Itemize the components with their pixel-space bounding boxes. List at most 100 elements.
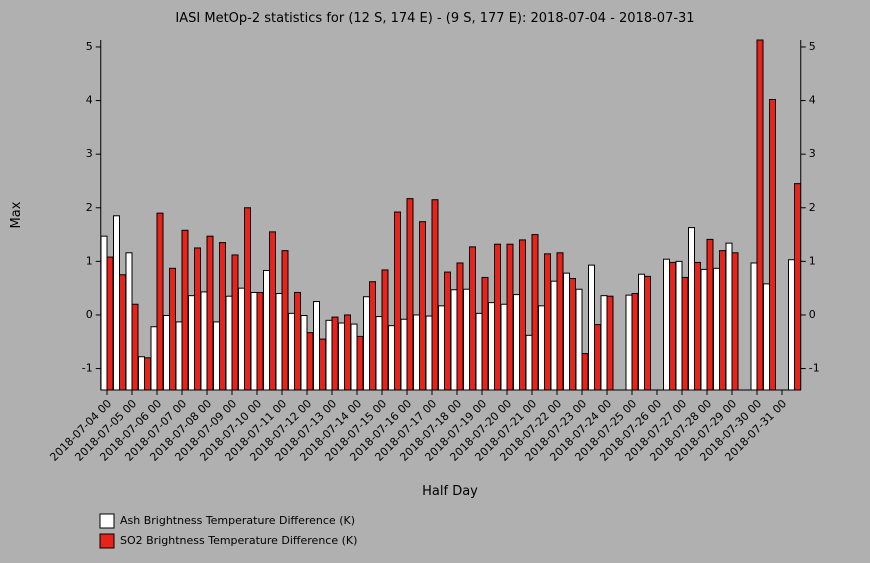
bar: [550, 280, 558, 391]
bar: [594, 324, 601, 391]
bar: [163, 314, 170, 391]
y2-tick-label: 3: [809, 147, 816, 160]
bar: [319, 338, 326, 391]
bar: [719, 250, 726, 391]
bar: [638, 273, 645, 391]
bar: [231, 254, 239, 391]
bar: [563, 272, 570, 391]
bar: [644, 275, 651, 391]
bar: [106, 256, 114, 391]
bar: [275, 293, 283, 391]
y-tick-label: 4: [86, 94, 93, 107]
legend-label: Ash Brightness Temperature Difference (K…: [120, 514, 355, 527]
bar: [100, 235, 108, 391]
bar: [169, 267, 176, 391]
bar: [313, 301, 320, 391]
bar: [706, 238, 714, 391]
bar: [338, 322, 345, 391]
y-tick-label: 2: [86, 201, 93, 214]
bar: [763, 283, 770, 391]
bar: [363, 296, 370, 391]
y2-tick-label: 1: [809, 254, 816, 267]
chart-title: IASI MetOp-2 statistics for (12 S, 174 E…: [175, 11, 694, 26]
bar: [788, 259, 795, 391]
bar: [369, 281, 376, 391]
bar: [500, 303, 508, 391]
bar: [450, 289, 458, 391]
bar: [531, 234, 539, 391]
bar: [344, 314, 351, 391]
bar: [244, 207, 251, 391]
bar: [469, 246, 476, 391]
y-axis-label: Max: [9, 201, 24, 228]
y2-tick-label: 5: [809, 40, 816, 53]
bar: [138, 356, 145, 391]
x-axis-label: Half Day: [422, 484, 478, 499]
bar: [675, 260, 683, 391]
bar: [581, 353, 589, 391]
bar: [769, 98, 776, 391]
bar: [725, 242, 733, 391]
y2-tick-label: 0: [809, 308, 816, 321]
bar: [281, 250, 289, 391]
bar: [131, 303, 139, 391]
bar: [494, 243, 501, 391]
bar: [256, 291, 264, 391]
bar: [456, 262, 464, 391]
bar: [488, 302, 495, 391]
bar: [713, 267, 720, 391]
bar: [225, 295, 233, 391]
bar: [294, 291, 301, 391]
bar: [113, 215, 120, 391]
bar: [669, 261, 676, 391]
bar: [519, 239, 526, 391]
bar: [288, 312, 295, 391]
bar: [300, 314, 308, 391]
y-tick-label: 5: [86, 40, 93, 53]
bar: [444, 271, 451, 391]
y-tick-label: 3: [86, 147, 93, 160]
y2-tick-label: -1: [809, 362, 820, 375]
bar: [681, 276, 689, 391]
y-tick-label: -1: [82, 362, 93, 375]
bar: [694, 261, 701, 391]
y-tick-label: 1: [86, 254, 93, 267]
bar: [575, 288, 583, 391]
bar: [538, 305, 545, 391]
legend-swatch: [99, 513, 115, 529]
bar: [250, 291, 258, 391]
bar: [463, 288, 470, 391]
bar: [700, 268, 708, 391]
bar: [325, 319, 333, 391]
bar: [263, 269, 270, 391]
bar: [556, 252, 564, 391]
y2-tick-label: 4: [809, 94, 816, 107]
bar: [600, 295, 608, 391]
bar: [431, 199, 439, 391]
bar: [569, 278, 576, 391]
bar: [419, 221, 426, 391]
legend-label: SO2 Brightness Temperature Difference (K…: [120, 534, 357, 547]
bar: [394, 211, 401, 391]
bar: [413, 314, 420, 391]
bar: [194, 247, 201, 391]
bar: [481, 276, 489, 391]
bar: [631, 293, 639, 391]
bar: [400, 318, 408, 391]
bar: [425, 315, 433, 391]
bar: [331, 316, 339, 391]
bar: [756, 39, 764, 391]
bar: [350, 323, 358, 391]
bar: [406, 198, 414, 391]
y2-tick-label: 2: [809, 201, 816, 214]
bar: [175, 321, 183, 391]
bar: [156, 212, 164, 391]
bar: [588, 264, 595, 391]
bar: [544, 253, 551, 391]
bar: [219, 242, 226, 391]
bar: [306, 332, 314, 391]
bar: [506, 243, 514, 391]
bar: [794, 183, 801, 391]
bar: [213, 321, 220, 391]
